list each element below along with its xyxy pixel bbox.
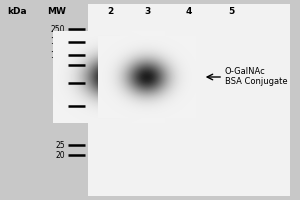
Text: 50: 50 [56, 78, 65, 88]
Text: 150: 150 [51, 38, 65, 46]
Text: BSA Conjugate: BSA Conjugate [224, 76, 287, 86]
Text: 3: 3 [145, 7, 151, 17]
Text: 100: 100 [51, 50, 65, 60]
Text: kDa: kDa [8, 7, 27, 17]
Text: 20: 20 [56, 150, 65, 160]
Text: 5: 5 [229, 7, 235, 17]
Text: 2: 2 [107, 7, 113, 17]
Text: 37: 37 [56, 102, 65, 110]
Text: 4: 4 [185, 7, 191, 17]
Text: 75: 75 [56, 60, 65, 70]
Text: O-GalNAc: O-GalNAc [224, 66, 265, 75]
FancyBboxPatch shape [0, 4, 88, 196]
Text: 25: 25 [56, 140, 65, 149]
Text: 250: 250 [51, 24, 65, 33]
Text: MW: MW [47, 7, 66, 17]
FancyBboxPatch shape [88, 4, 290, 196]
